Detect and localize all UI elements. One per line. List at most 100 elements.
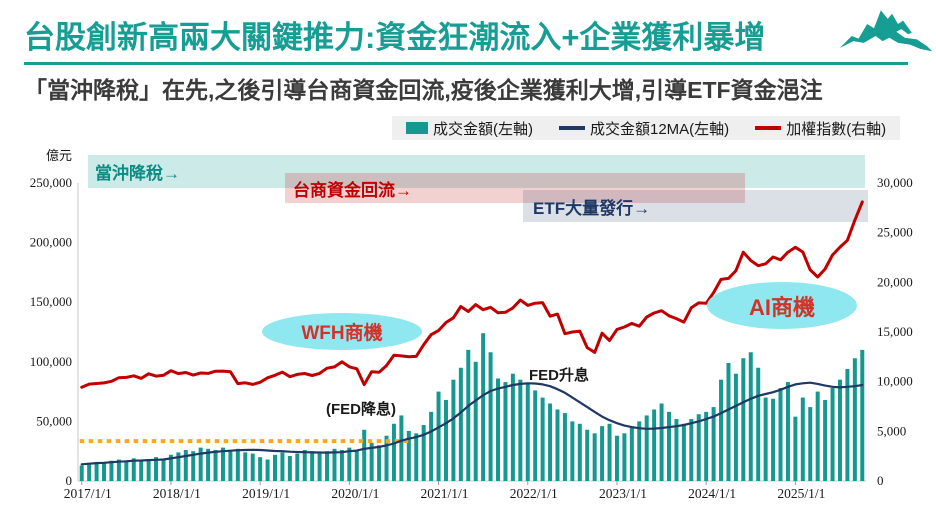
turnover-bar (525, 383, 530, 481)
svg-text:30,000: 30,000 (877, 175, 913, 190)
banner-etf-issuance: ETF大量發行→ (523, 190, 868, 222)
turnover-bar (362, 429, 367, 481)
turnover-bar (347, 447, 352, 481)
turnover-bar (570, 421, 575, 481)
turnover-bar (317, 453, 322, 481)
title-underline (24, 62, 908, 65)
turnover-bar (102, 463, 107, 481)
turnover-bar (778, 388, 783, 481)
turnover-bar (436, 391, 441, 481)
legend-item-index: 加權指數(右軸) (755, 118, 886, 139)
turnover-bar (213, 450, 218, 481)
svg-text:20,000: 20,000 (877, 274, 913, 289)
turnover-bar (756, 367, 761, 481)
svg-text:15,000: 15,000 (877, 324, 913, 339)
left-axis-labels: 0 50,000 100,000 150,000 200,000 250,000 億元 (30, 148, 72, 488)
turnover-bar (183, 450, 188, 481)
turnover-bar (592, 433, 597, 481)
turnover-bar (518, 379, 523, 481)
svg-text:2018/1/1: 2018/1/1 (153, 486, 201, 501)
turnover-bar (451, 379, 456, 481)
legend-item-ma12-label: 成交金額12MA(左軸) (590, 120, 730, 138)
turnover-bar (852, 358, 857, 481)
axes (77, 183, 866, 482)
turnover-bar (800, 397, 805, 481)
taiex-index-line (80, 200, 864, 389)
svg-text:100,000: 100,000 (30, 354, 72, 369)
turnover-bar (585, 429, 590, 481)
banner-etf-issuance-label: ETF大量發行→ (533, 198, 651, 218)
turnover-bar (139, 459, 144, 481)
turnover-bar-swatch-icon (406, 122, 428, 134)
turnover-bar (607, 423, 612, 481)
turnover-bar (332, 448, 337, 481)
legend-item-turnover-label: 成交金額(左軸) (433, 120, 533, 138)
legend-item-ma12: 成交金額12MA(左軸) (559, 118, 729, 139)
turnover-bar (548, 403, 553, 481)
turnover-bar (622, 433, 627, 481)
turnover-bar (726, 362, 731, 481)
turnover-bar (771, 398, 776, 481)
turnover-bar (354, 450, 359, 481)
turnover-bar (250, 453, 255, 481)
index-line-swatch-icon (755, 126, 782, 130)
banner-day-trading-tax-cut-label: 當沖降稅→ (95, 164, 180, 183)
legend-item-index-label: 加權指數(右軸) (786, 120, 887, 138)
svg-text:2020/1/1: 2020/1/1 (331, 486, 379, 501)
page-title: 台股創新高兩大關鍵推力:資金狂潮流入+企業獲利暴增 (24, 20, 766, 55)
turnover-bar (235, 448, 240, 481)
svg-text:2023/1/1: 2023/1/1 (599, 486, 647, 501)
turnover-bar (674, 419, 679, 481)
banner-capital-repatriation-label: 台商資金回流→ (293, 180, 412, 200)
turnover-bar (87, 463, 92, 481)
turnover-bar (325, 451, 330, 481)
turnover-bar (369, 442, 374, 481)
turnover-bar (533, 390, 538, 481)
turnover-bar (652, 409, 657, 481)
right-axis-labels: 0 5,000 10,000 15,000 20,000 25,000 30,000 (877, 175, 913, 488)
turnover-bar (696, 414, 701, 481)
svg-text:0: 0 (877, 473, 884, 488)
turnover-bar (808, 407, 813, 481)
turnover-bar (629, 427, 634, 481)
turnover-bar (704, 411, 709, 481)
turnover-bar (79, 465, 84, 481)
turnover-bar (510, 373, 515, 481)
svg-text:200,000: 200,000 (30, 235, 72, 250)
turnover-bar (94, 461, 99, 481)
turnover-bar (443, 399, 448, 481)
turnover-bar (287, 455, 292, 481)
svg-text:2022/1/1: 2022/1/1 (510, 486, 558, 501)
turnover-bar (310, 451, 315, 481)
subtitle: 「當沖降稅」在先,之後引導台商資金回流,疫後企業獲利大增,引導ETF資金浥注 (24, 77, 823, 103)
banner-capital-repatriation: 台商資金回流→ (285, 173, 745, 203)
turnover-bar (161, 459, 166, 481)
turnover-bar (785, 382, 790, 481)
turnover-bar (429, 411, 434, 481)
svg-text:5,000: 5,000 (877, 423, 906, 438)
turnover-bar (488, 352, 493, 481)
turnover-bar (466, 349, 471, 481)
turnover-bar (421, 424, 426, 481)
svg-text:250,000: 250,000 (30, 175, 72, 190)
svg-text:10,000: 10,000 (877, 374, 913, 389)
turnover-bar (220, 447, 225, 481)
svg-text:億元: 億元 (46, 148, 72, 163)
turnover-bar (763, 397, 768, 481)
mountain-logo-icon (839, 10, 933, 52)
chart-legend: 成交金額(左軸) 成交金額12MA(左軸) 加權指數(右軸) (392, 116, 901, 140)
turnover-bar (406, 430, 411, 481)
turnover-bar (280, 452, 285, 481)
turnover-bar (837, 379, 842, 481)
turnover-bar (600, 426, 605, 481)
svg-text:2025/1/1: 2025/1/1 (777, 486, 825, 501)
turnover-bar (681, 423, 686, 481)
turnover-bar (243, 452, 248, 481)
turnover-bar (689, 419, 694, 481)
ma12-line (80, 381, 864, 466)
turnover-bar (377, 445, 382, 481)
turnover-bar (399, 415, 404, 481)
turnover-bar (273, 454, 277, 481)
